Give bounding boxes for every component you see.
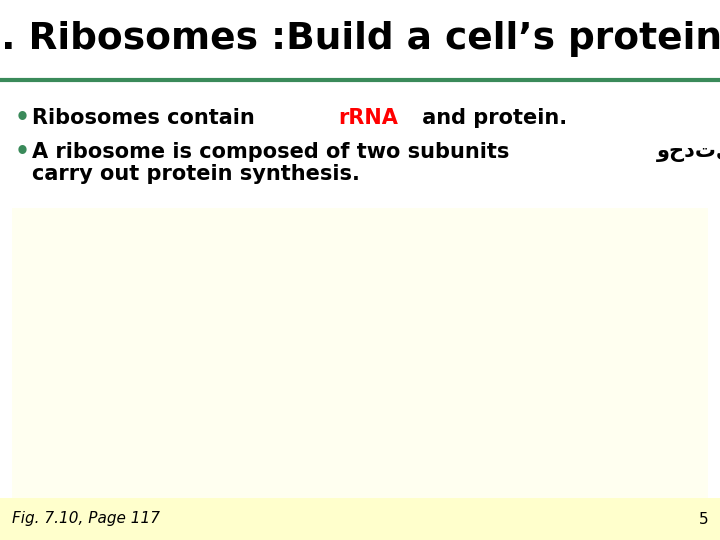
Text: Fig. 7.10, Page 117: Fig. 7.10, Page 117 bbox=[12, 511, 160, 526]
Text: 2. Ribosomes :Build a cell’s proteins: 2. Ribosomes :Build a cell’s proteins bbox=[0, 21, 720, 57]
Text: •: • bbox=[15, 140, 30, 164]
Text: Ribosomes contain: Ribosomes contain bbox=[32, 108, 269, 128]
Bar bbox=[12, 208, 708, 498]
Text: and protein.: and protein. bbox=[415, 108, 567, 128]
Bar bbox=[0, 498, 720, 540]
Text: rRNA: rRNA bbox=[338, 108, 398, 128]
Text: A ribosome is composed of two subunits: A ribosome is composed of two subunits bbox=[32, 142, 517, 162]
Bar bbox=[0, 0, 720, 78]
Text: •: • bbox=[15, 106, 30, 130]
Text: وحدتين: وحدتين bbox=[657, 142, 720, 162]
Text: carry out protein synthesis.: carry out protein synthesis. bbox=[32, 164, 360, 184]
Text: 5: 5 bbox=[698, 511, 708, 526]
